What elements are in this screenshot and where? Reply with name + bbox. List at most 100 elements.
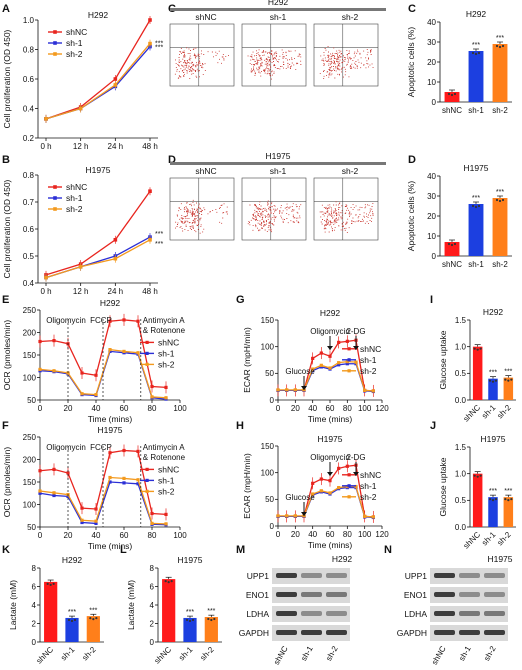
blot-band <box>484 611 505 616</box>
chart-title: H1975 <box>97 425 122 435</box>
chart-L: 0 2 4 6 8 Lactate (mM) shNC *** sh-1 *** sh-2 H1975 <box>126 555 222 666</box>
x-tick-label: sh-1 <box>177 645 195 663</box>
data-point <box>319 489 323 493</box>
data-point <box>150 395 154 399</box>
x-tick-label: shNC <box>462 530 483 551</box>
data-point <box>371 515 375 519</box>
replicate-dot <box>476 475 479 478</box>
data-point <box>80 518 84 522</box>
x-tick-label: 0 <box>276 530 281 539</box>
legend-label: shNC <box>158 337 179 347</box>
data-point <box>337 486 341 490</box>
bar-sh-2 <box>503 497 514 527</box>
injection-label: 2-DG <box>346 453 365 462</box>
injection-label: Antimycin A <box>143 443 185 452</box>
data-point <box>164 522 168 526</box>
x-tick-label: 48 h <box>142 142 158 151</box>
x-tick-label: 100 <box>173 531 187 540</box>
flow-sample-label: shNC <box>195 12 216 22</box>
data-point <box>337 363 341 367</box>
injection-label: FCCP <box>90 316 112 325</box>
replicate-dot <box>447 92 451 96</box>
significance-mark: *** <box>207 608 215 615</box>
y-tick-label: 2 <box>150 619 155 628</box>
blot-protein-label: LDHA <box>246 609 269 619</box>
blot-band <box>459 611 480 616</box>
x-tick-label: 40 <box>308 530 317 539</box>
injection-label: & Rotenone <box>143 326 186 335</box>
data-point <box>66 494 70 498</box>
x-tick-label: 60 <box>326 530 335 539</box>
x-tick-label: shNC <box>462 403 483 424</box>
legend-marker <box>347 347 351 351</box>
bar-sh-1 <box>468 204 484 256</box>
data-point <box>52 493 56 498</box>
blot-protein-label: UPP1 <box>247 571 269 581</box>
y-tick-label: 0.0 <box>455 396 467 405</box>
blot-band <box>276 611 297 616</box>
y-tick-label: 0.5 <box>455 496 467 505</box>
chart-title: H1975 <box>480 434 505 444</box>
data-point <box>150 521 154 525</box>
chart-B: 0.4 0.5 0.6 0.7 0.8 Cell proliferation (OD 45… <box>2 165 163 296</box>
y-axis-label: Cell proliferation (OD 450) <box>2 29 12 128</box>
legend-label: sh-2 <box>158 359 175 369</box>
arrow-head <box>327 346 333 350</box>
x-tick-label: 12 h <box>73 287 89 296</box>
series-line-sh-1 <box>45 46 151 120</box>
data-point <box>363 514 367 518</box>
bar-shNC <box>162 579 176 642</box>
injection-label: Glucose <box>285 493 315 502</box>
blot-band <box>276 630 297 635</box>
replicate-dot <box>501 198 505 202</box>
legend-marker <box>145 340 149 344</box>
data-point <box>38 367 42 371</box>
blot-title: H292 <box>332 554 353 564</box>
blot-lane-label: shNC <box>272 644 290 666</box>
y-tick-label: 0.8 <box>23 171 35 180</box>
replicate-dot <box>207 617 210 621</box>
replicate-dot <box>491 499 495 502</box>
replicate-dot <box>507 379 510 382</box>
y-axis-label: Apoptotic cells (%) <box>406 181 416 252</box>
data-point <box>108 475 112 480</box>
chart-K: 0 2 4 6 8 Lactate (mM) shNC *** sh-1 *** sh-2 H292 <box>8 555 104 666</box>
flow-events <box>247 200 302 233</box>
y-tick-label: 50 <box>265 369 274 378</box>
y-tick-label: 10 <box>427 78 436 87</box>
legend-marker <box>53 30 57 34</box>
replicate-dot <box>474 52 478 56</box>
legend-label: sh-2 <box>66 49 83 59</box>
y-tick-label: 2 <box>32 619 37 628</box>
significance-mark: *** <box>68 609 76 616</box>
legend-label: sh-1 <box>360 355 377 365</box>
blot-band <box>434 630 455 635</box>
x-tick-label: 40 <box>308 404 317 413</box>
blot-band <box>276 592 297 597</box>
significance-mark: *** <box>89 607 97 614</box>
y-tick-label: 30 <box>427 192 436 201</box>
y-tick-label: 250 <box>23 306 37 315</box>
x-tick-label: sh-2 <box>198 645 216 663</box>
x-tick-label: sh-1 <box>59 645 77 663</box>
flow-events <box>174 47 229 79</box>
data-point <box>52 369 56 373</box>
legend-marker <box>347 473 351 477</box>
flow-sample-label: sh-1 <box>270 12 287 22</box>
x-tick-label: sh-2 <box>80 645 98 663</box>
y-tick-label: 0 <box>150 638 155 647</box>
x-tick-label: sh-2 <box>495 403 513 421</box>
series-line-sh-2 <box>45 43 151 120</box>
x-tick-label: 120 <box>375 404 389 413</box>
data-point <box>328 491 332 495</box>
legend-label: sh-2 <box>66 204 83 214</box>
series-line-shNC <box>39 449 167 516</box>
y-tick-label: 100 <box>23 500 37 509</box>
y-tick-label: 100 <box>261 342 275 351</box>
data-point <box>136 478 140 482</box>
arrow-head <box>353 472 359 476</box>
legend-marker <box>53 52 57 56</box>
series-line-sh-2 <box>39 476 167 525</box>
bar-sh-2 <box>492 198 508 256</box>
